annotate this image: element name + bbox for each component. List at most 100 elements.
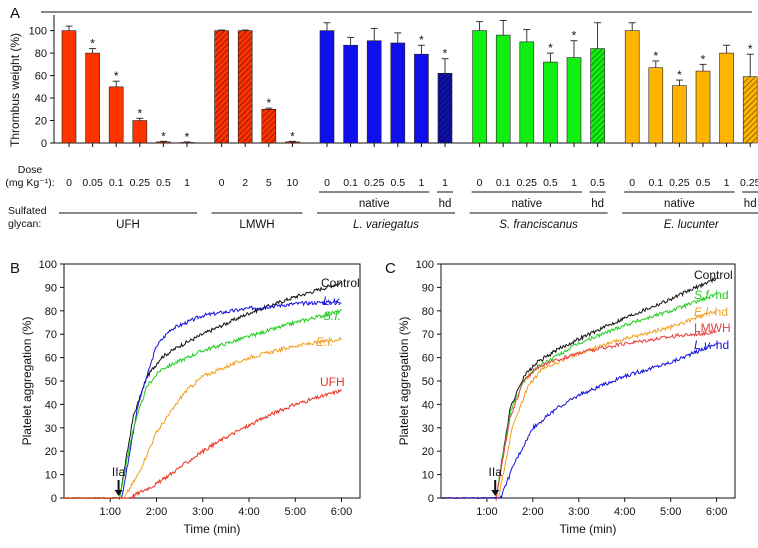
x-axis-title: Time (min) — [560, 522, 617, 536]
dose-tick-label: 0.1 — [343, 177, 358, 189]
significance-star: * — [419, 33, 424, 47]
dose-tick-label: 0 — [477, 177, 483, 189]
panel-b-line-chart: 0 10 20 30 40 50 60 70 80 90 100 1:00 2:00 3:00 4:00 5:… — [20, 259, 361, 536]
dose-tick-label: 1 — [184, 177, 190, 189]
legend-label: UFH — [320, 375, 345, 389]
dose-tick-label: 0.1 — [648, 177, 663, 189]
glycan-name: L. variegatus — [353, 219, 419, 231]
dose-tick-label: 0 — [66, 177, 72, 189]
panel-c-line-chart: 0 10 20 30 40 50 60 70 80 90 100 1:00 2:00 3:00 4:00 5:… — [397, 259, 736, 536]
iia-label: IIa — [489, 465, 503, 479]
bar — [624, 30, 640, 144]
dose-tick-label: 1 — [724, 177, 730, 189]
series-line — [64, 282, 342, 501]
y-tick-label: 0 — [428, 493, 434, 505]
dose-tick-label: 0.25 — [740, 177, 758, 189]
significance-star: * — [137, 106, 142, 120]
series-line — [63, 388, 342, 500]
bar — [366, 40, 382, 144]
glycan-name: S. franciscanus — [499, 219, 578, 231]
native-label: native — [511, 198, 542, 210]
y-tick-label: 60 — [422, 353, 434, 365]
y-tick-label: 50 — [422, 376, 434, 388]
bar — [695, 70, 711, 144]
series-line — [440, 342, 717, 500]
iia-label: IIa — [112, 465, 126, 479]
x-tick-label: 3:00 — [568, 506, 589, 518]
legend-suffix: hd — [711, 305, 728, 319]
legend-label: Control — [321, 276, 360, 290]
plot-frame — [440, 263, 736, 499]
bar — [543, 61, 558, 144]
y-tick-label: 40 — [35, 93, 47, 105]
significance-star: * — [290, 129, 295, 143]
x-tick-label: 4:00 — [614, 506, 635, 518]
y-tick-label: 10 — [422, 470, 434, 482]
bar — [390, 42, 406, 144]
y-tick-label: 0 — [41, 138, 47, 150]
panel-a-label: A — [10, 5, 20, 22]
y-tick-label: 70 — [45, 329, 57, 341]
y-tick-label: 30 — [422, 423, 434, 435]
glycan-name: UFH — [116, 219, 140, 231]
bar — [108, 86, 124, 144]
panel-b-label: B — [10, 260, 20, 277]
bar — [85, 52, 100, 144]
plot-frame — [63, 263, 361, 499]
iia-arrow-head — [491, 490, 500, 496]
bar — [414, 53, 429, 144]
y-tick-label: 70 — [422, 329, 434, 341]
significance-star: * — [572, 29, 577, 43]
legend-label: E.l. — [316, 335, 333, 349]
legend-label: Control — [694, 268, 733, 282]
x-tick-label: 4:00 — [238, 506, 259, 518]
y-tick-label: 100 — [39, 259, 57, 271]
y-tick-label: 80 — [422, 306, 434, 318]
x-tick-label: 3:00 — [192, 506, 213, 518]
y-axis-title: Platelet aggregation (%) — [397, 317, 411, 446]
y-tick-label: 80 — [35, 48, 47, 60]
iia-arrow-head — [114, 490, 123, 496]
native-label: native — [359, 198, 390, 210]
dose-tick-label: 2 — [242, 177, 248, 189]
y-tick-label: 90 — [45, 282, 57, 294]
y-tick-label: 60 — [45, 353, 57, 365]
bar — [719, 52, 734, 144]
bar — [519, 41, 535, 144]
x-tick-label: 2:00 — [522, 506, 543, 518]
bar — [648, 67, 664, 144]
y-tick-label: 50 — [45, 376, 57, 388]
dose-tick-label: 0.5 — [390, 177, 405, 189]
dose-tick-label: 1 — [418, 177, 424, 189]
dose-tick-label: 0.5 — [590, 177, 605, 189]
legend-suffix: hd — [712, 338, 729, 352]
dose-tick-label: 1 — [571, 177, 577, 189]
bar — [437, 73, 453, 144]
native-label: native — [664, 198, 695, 210]
y-axis-title: Platelet aggregation (%) — [20, 317, 34, 446]
bar — [472, 30, 487, 144]
dose-tick-label: 0.25 — [130, 177, 151, 189]
y-tick-label: 90 — [422, 282, 434, 294]
legend-label: E.l. hd — [694, 305, 728, 319]
x-tick-label: 6:00 — [706, 506, 727, 518]
significance-star: * — [185, 130, 190, 144]
dose-unit-label: (mg Kg⁻¹): — [5, 177, 54, 189]
legend-label: S.f. hd — [694, 288, 729, 302]
glycan-label-2: glycan: — [8, 218, 41, 230]
dose-tick-label: 0 — [629, 177, 635, 189]
bar — [319, 30, 335, 144]
significance-star: * — [161, 129, 166, 143]
bar — [672, 85, 687, 144]
x-tick-label: 5:00 — [660, 506, 681, 518]
dose-label: Dose — [18, 164, 43, 176]
significance-star: * — [266, 96, 271, 110]
y-tick-label: 20 — [45, 446, 57, 458]
y-tick-label: 80 — [45, 306, 57, 318]
bar — [214, 30, 229, 144]
bar — [566, 57, 582, 144]
y-tick-label: 100 — [29, 26, 47, 38]
y-tick-label: 20 — [35, 116, 47, 128]
